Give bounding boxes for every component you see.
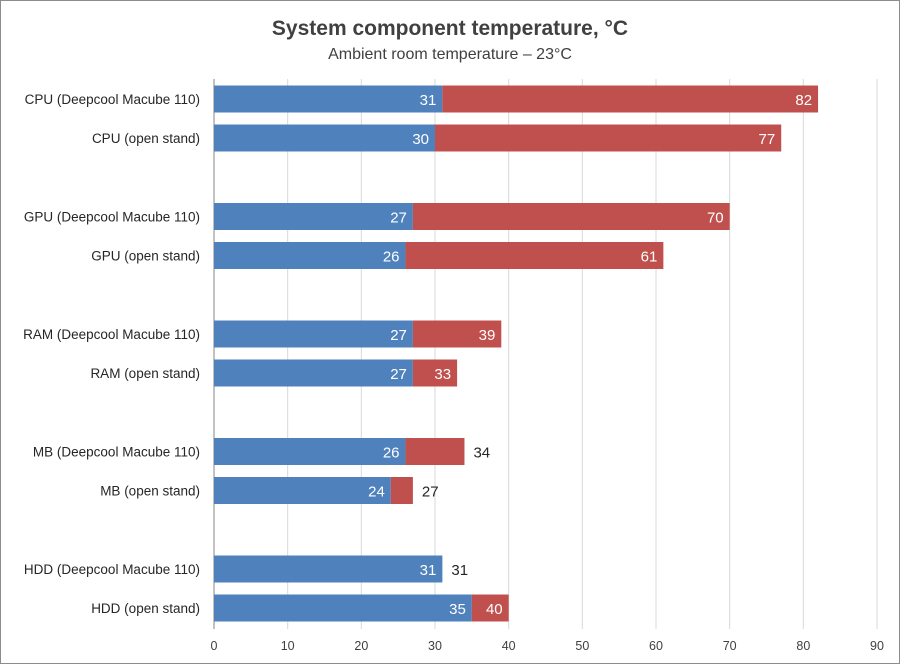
data-label-load: 39 bbox=[479, 327, 496, 344]
bar-load bbox=[442, 85, 819, 113]
data-label-idle: 27 bbox=[390, 327, 407, 344]
x-tick-label: 70 bbox=[723, 639, 737, 653]
data-label-load: 33 bbox=[434, 366, 451, 383]
data-label-idle: 24 bbox=[368, 484, 385, 501]
bar-idle bbox=[214, 477, 391, 504]
data-label-idle: 31 bbox=[420, 92, 437, 109]
bar-load bbox=[412, 320, 502, 348]
data-label-load: 70 bbox=[707, 210, 724, 227]
category-label: CPU (Deepcool Macube 110) bbox=[25, 92, 200, 107]
category-label: HDD (open stand) bbox=[91, 601, 200, 616]
x-tick-label: 50 bbox=[575, 639, 589, 653]
category-label: CPU (open stand) bbox=[92, 131, 200, 146]
data-label-load: 34 bbox=[473, 445, 490, 462]
bar-idle bbox=[214, 242, 406, 269]
bar-idle bbox=[214, 85, 443, 113]
bar-idle bbox=[214, 438, 406, 465]
x-tick-label: 40 bbox=[502, 639, 516, 653]
bar-load bbox=[471, 594, 509, 622]
category-label: GPU (open stand) bbox=[91, 249, 200, 264]
category-label: RAM (open stand) bbox=[90, 366, 200, 381]
bar-idle bbox=[214, 359, 413, 387]
data-label-idle: 27 bbox=[390, 210, 407, 227]
data-label-idle: 31 bbox=[420, 562, 437, 579]
data-label-load: 40 bbox=[486, 601, 503, 618]
bar-idle bbox=[214, 555, 443, 583]
data-label-idle: 27 bbox=[390, 366, 407, 383]
data-label-load: 27 bbox=[422, 484, 439, 501]
category-label: GPU (Deepcool Macube 110) bbox=[24, 210, 200, 225]
x-tick-label: 30 bbox=[428, 639, 442, 653]
bar-load bbox=[405, 242, 664, 269]
x-tick-label: 60 bbox=[649, 639, 663, 653]
category-label: RAM (Deepcool Macube 110) bbox=[23, 327, 200, 342]
x-tick-label: 80 bbox=[796, 639, 810, 653]
data-label-load: 77 bbox=[759, 131, 776, 148]
bar-idle bbox=[214, 203, 413, 230]
chart-subtitle: Ambient room temperature – 23°C bbox=[328, 46, 572, 63]
bar-idle bbox=[214, 594, 472, 622]
bar-load bbox=[405, 438, 465, 465]
x-tick-label: 10 bbox=[281, 639, 295, 653]
data-label-idle: 35 bbox=[449, 601, 466, 618]
category-label: HDD (Deepcool Macube 110) bbox=[24, 562, 200, 577]
data-label-idle: 30 bbox=[412, 131, 429, 148]
chart-title: System component temperature, °C bbox=[272, 17, 628, 40]
bar-load bbox=[412, 359, 458, 387]
bar-load bbox=[390, 477, 413, 504]
data-label-idle: 26 bbox=[383, 445, 400, 462]
category-label: MB (Deepcool Macube 110) bbox=[33, 445, 200, 460]
category-label: MB (open stand) bbox=[100, 484, 200, 499]
bar-idle bbox=[214, 320, 413, 348]
x-tick-label: 20 bbox=[354, 639, 368, 653]
data-label-load: 31 bbox=[451, 562, 468, 579]
bar-load bbox=[435, 124, 782, 152]
x-tick-label: 0 bbox=[211, 639, 218, 653]
data-label-load: 61 bbox=[641, 249, 658, 266]
data-label-load: 82 bbox=[795, 92, 812, 109]
data-label-idle: 26 bbox=[383, 249, 400, 266]
bar-idle bbox=[214, 124, 435, 152]
bar-load bbox=[412, 203, 730, 230]
x-tick-label: 90 bbox=[870, 639, 884, 653]
